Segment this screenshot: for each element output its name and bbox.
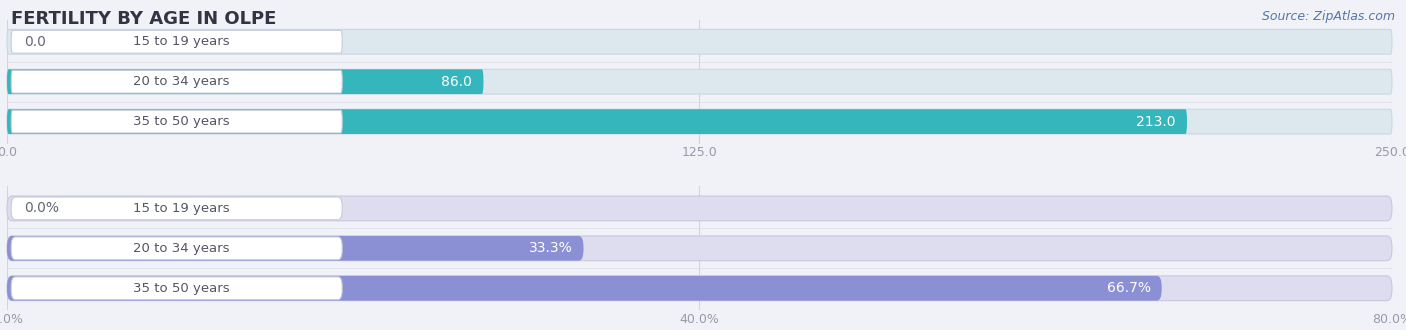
- FancyBboxPatch shape: [7, 109, 1392, 134]
- FancyBboxPatch shape: [7, 109, 1187, 134]
- FancyBboxPatch shape: [11, 110, 342, 133]
- FancyBboxPatch shape: [11, 197, 342, 220]
- FancyBboxPatch shape: [11, 277, 342, 300]
- Text: 86.0: 86.0: [441, 75, 472, 89]
- Text: 33.3%: 33.3%: [529, 241, 572, 255]
- Text: 66.7%: 66.7%: [1107, 281, 1150, 295]
- Text: 15 to 19 years: 15 to 19 years: [132, 202, 229, 215]
- FancyBboxPatch shape: [11, 70, 342, 93]
- FancyBboxPatch shape: [7, 69, 1392, 94]
- Text: FERTILITY BY AGE IN OLPE: FERTILITY BY AGE IN OLPE: [11, 10, 277, 28]
- FancyBboxPatch shape: [7, 196, 1392, 221]
- FancyBboxPatch shape: [7, 276, 1161, 301]
- Text: Source: ZipAtlas.com: Source: ZipAtlas.com: [1261, 10, 1395, 23]
- Text: 20 to 34 years: 20 to 34 years: [132, 75, 229, 88]
- FancyBboxPatch shape: [7, 276, 1392, 301]
- Text: 213.0: 213.0: [1136, 115, 1175, 129]
- FancyBboxPatch shape: [7, 69, 484, 94]
- FancyBboxPatch shape: [7, 236, 583, 261]
- Text: 35 to 50 years: 35 to 50 years: [132, 115, 229, 128]
- FancyBboxPatch shape: [11, 237, 342, 260]
- Text: 15 to 19 years: 15 to 19 years: [132, 35, 229, 48]
- Text: 35 to 50 years: 35 to 50 years: [132, 282, 229, 295]
- FancyBboxPatch shape: [11, 30, 342, 53]
- Text: 0.0%: 0.0%: [24, 201, 59, 215]
- FancyBboxPatch shape: [7, 236, 1392, 261]
- Text: 0.0: 0.0: [24, 35, 45, 49]
- Text: 20 to 34 years: 20 to 34 years: [132, 242, 229, 255]
- FancyBboxPatch shape: [7, 29, 1392, 54]
